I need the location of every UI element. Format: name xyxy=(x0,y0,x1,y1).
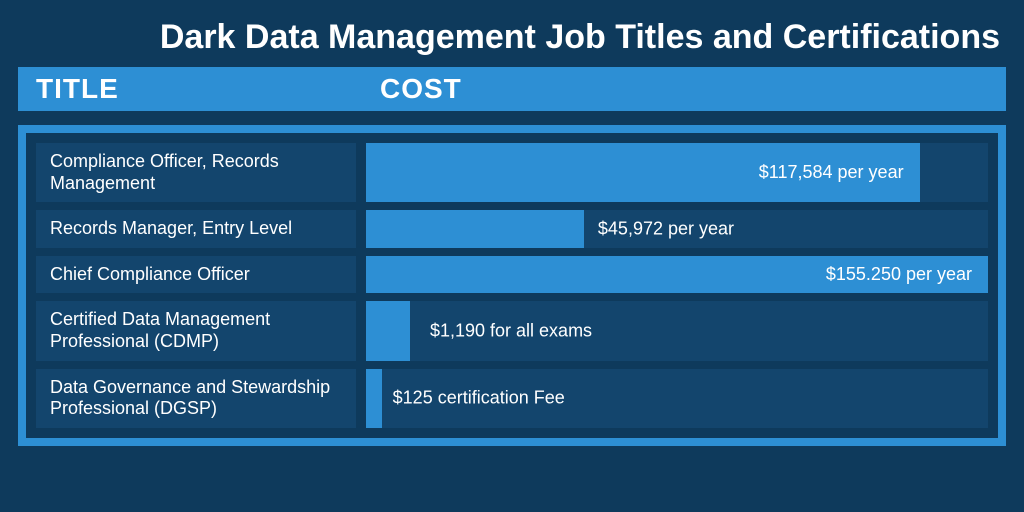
row-cost-label: $45,972 per year xyxy=(590,218,734,239)
row-cost-label: $125 certification Fee xyxy=(385,388,565,409)
row-title: Certified Data Management Professional (… xyxy=(36,301,356,360)
row-bar-fill: $155.250 per year xyxy=(366,256,988,294)
row-bar-fill: $117,584 per year xyxy=(366,143,920,202)
row-bar-fill xyxy=(366,369,382,428)
table-header: TITLE COST xyxy=(18,67,1006,111)
row-bar-fill xyxy=(366,301,410,360)
row-title: Records Manager, Entry Level xyxy=(36,210,356,248)
table-row: Certified Data Management Professional (… xyxy=(36,301,988,360)
page-title: Dark Data Management Job Titles and Cert… xyxy=(0,0,1024,67)
row-bar-fill xyxy=(366,210,584,248)
header-cost: COST xyxy=(364,73,1006,105)
table-row: Records Manager, Entry Level $45,972 per … xyxy=(36,210,988,248)
row-title: Data Governance and Stewardship Professi… xyxy=(36,369,356,428)
table-row: Compliance Officer, Records Management$1… xyxy=(36,143,988,202)
table-body: Compliance Officer, Records Management$1… xyxy=(18,125,1006,446)
table-row: Chief Compliance Officer $155.250 per yea… xyxy=(36,256,988,294)
row-bar-track: $117,584 per year xyxy=(366,143,988,202)
row-title: Chief Compliance Officer xyxy=(36,256,356,294)
row-bar-track: $155.250 per year xyxy=(366,256,988,294)
row-title: Compliance Officer, Records Management xyxy=(36,143,356,202)
row-bar-track: $125 certification Fee xyxy=(366,369,988,428)
header-title: TITLE xyxy=(18,73,364,105)
table-row: Data Governance and Stewardship Professi… xyxy=(36,369,988,428)
row-bar-track: $45,972 per year xyxy=(366,210,988,248)
row-cost-label: $1,190 for all exams xyxy=(422,320,592,341)
row-bar-track: $1,190 for all exams xyxy=(366,301,988,360)
